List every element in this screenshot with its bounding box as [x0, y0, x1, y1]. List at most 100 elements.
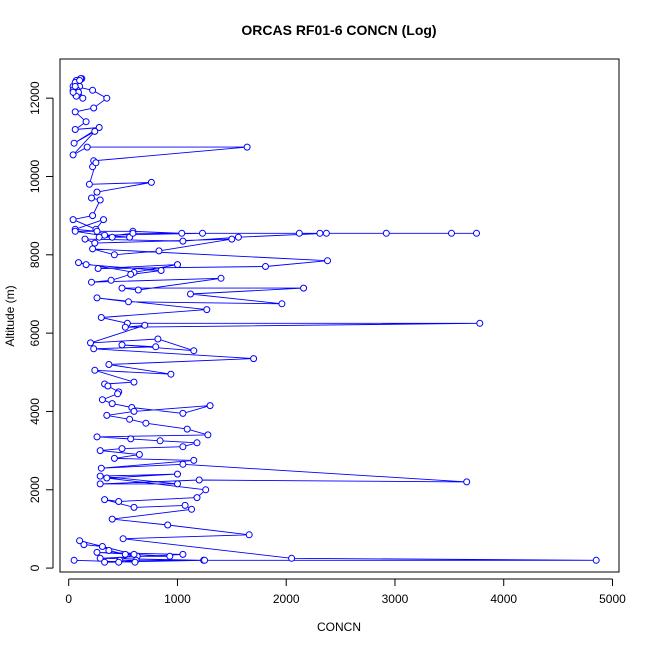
data-point: [118, 284, 126, 292]
data-point: [118, 445, 126, 453]
data-point: [195, 476, 203, 484]
y-tick-label: 6000: [28, 319, 42, 346]
data-point: [300, 284, 308, 292]
data-point: [81, 235, 89, 243]
data-point: [71, 126, 79, 133]
data-point: [97, 464, 105, 472]
data-point: [75, 259, 82, 267]
data-point: [179, 460, 187, 468]
data-point: [71, 82, 79, 90]
data-point: [93, 227, 101, 235]
data-point: [476, 319, 484, 327]
data-point: [103, 474, 111, 482]
data-point: [98, 396, 106, 404]
data-point: [96, 472, 104, 480]
data-point: [135, 451, 143, 458]
data-point: [93, 188, 101, 196]
y-tick-label: 4000: [28, 398, 42, 425]
data-point: [193, 439, 201, 447]
data-point: [82, 261, 90, 269]
data-point: [91, 239, 99, 247]
data-point: [243, 143, 251, 151]
data-point: [88, 194, 95, 202]
y-tick-label: 8000: [28, 241, 42, 268]
x-axis: 0 1000 2000 3000 4000 5000: [65, 578, 626, 606]
data-point: [179, 550, 187, 558]
x-tick-label: 0: [65, 592, 72, 606]
data-point: [201, 556, 209, 564]
plot-area: [59, 58, 620, 573]
data-point: [107, 276, 115, 284]
data-point: [130, 378, 138, 386]
data-point: [156, 437, 164, 445]
data-point: [95, 124, 103, 131]
data-point: [108, 515, 116, 523]
data-point: [141, 321, 149, 329]
data-point: [91, 366, 99, 374]
data-point: [97, 314, 105, 321]
data-point: [234, 233, 242, 241]
data-point: [179, 409, 187, 417]
data-point: [142, 419, 150, 427]
data-point: [190, 347, 198, 355]
data-point: [88, 278, 95, 286]
data-point: [69, 216, 77, 224]
data-point: [129, 229, 137, 237]
data-point: [202, 486, 210, 494]
data-point: [121, 550, 129, 558]
x-tick-label: 3000: [382, 592, 409, 606]
data-point: [121, 323, 129, 331]
y-axis-label: Altitude (m): [3, 285, 17, 346]
data-point: [96, 554, 104, 562]
data-point: [79, 94, 87, 102]
data-point: [115, 558, 123, 566]
x-tick-label: 1000: [164, 592, 191, 606]
data-point: [147, 178, 155, 186]
data-point: [178, 229, 186, 237]
data-point: [382, 229, 390, 237]
data-point: [82, 118, 90, 126]
x-tick-label: 4000: [490, 592, 517, 606]
data-point: [278, 300, 286, 308]
data-point: [93, 433, 101, 441]
data-point: [316, 229, 324, 237]
data-point: [228, 235, 236, 243]
x-tick-label: 5000: [599, 592, 626, 606]
x-axis-label: CONCN: [317, 620, 361, 634]
data-point: [110, 251, 118, 259]
data-point: [104, 382, 112, 390]
data-point: [183, 425, 191, 433]
data-point: [89, 86, 97, 94]
data-point: [295, 229, 303, 237]
data-point: [92, 159, 100, 167]
data-point: [96, 196, 104, 204]
data-point: [89, 212, 97, 220]
data-point: [103, 411, 111, 419]
data-point: [166, 552, 174, 560]
data-point: [448, 229, 455, 237]
data-point: [188, 505, 196, 513]
data-point: [322, 229, 330, 237]
data-point: [206, 402, 214, 410]
data-point: [90, 345, 98, 353]
data-point: [83, 143, 91, 151]
data-point: [71, 108, 79, 116]
data-point: [288, 554, 296, 562]
data-point: [167, 370, 175, 378]
chart-title: ORCAS RF01-6 CONCN (Log): [241, 22, 436, 38]
plot-frame: [59, 58, 620, 573]
data-point: [108, 233, 116, 241]
data-point: [95, 233, 103, 241]
data-point: [76, 77, 84, 84]
data-point: [204, 431, 212, 439]
y-axis: 0 2000 4000 6000 8000 10000 12000: [28, 81, 54, 571]
data-point: [69, 88, 77, 96]
data-point: [91, 127, 99, 135]
data-point: [69, 151, 77, 159]
data-point: [71, 227, 79, 235]
data-point: [134, 286, 142, 294]
data-point: [119, 535, 127, 543]
data-point: [463, 478, 471, 486]
data-point: [592, 556, 600, 564]
data-point: [131, 558, 139, 566]
